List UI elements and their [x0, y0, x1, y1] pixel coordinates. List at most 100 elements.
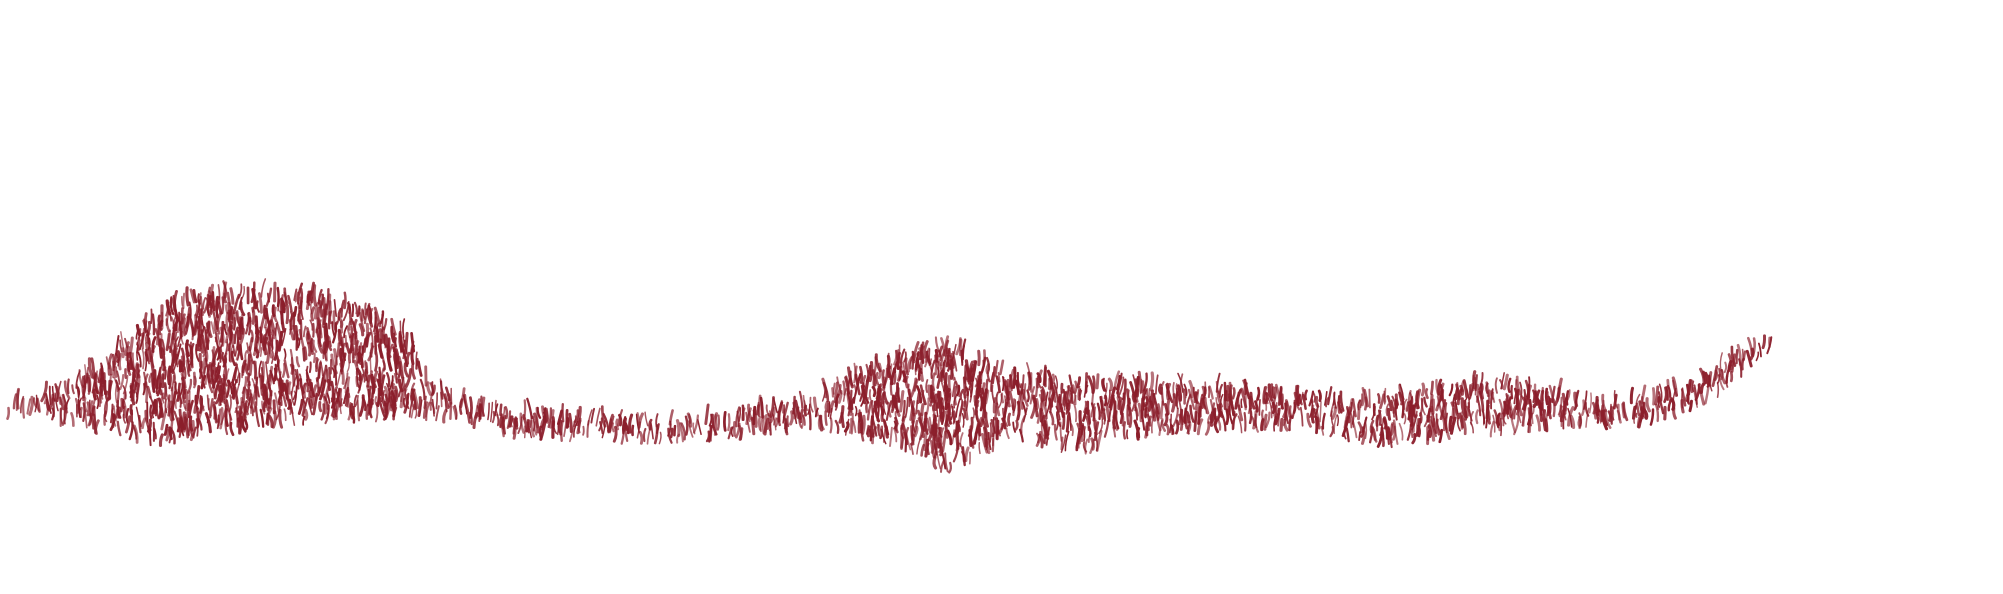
brush-stroke-2043	[1134, 406, 1138, 421]
brush-stroke-2246	[1299, 406, 1304, 427]
brush-stroke-1033	[369, 345, 375, 358]
brush-stroke-121	[115, 379, 120, 391]
brush-stroke-2635	[1672, 407, 1677, 420]
brush-stroke-1819	[990, 371, 994, 393]
brush-stroke-261	[164, 369, 167, 380]
brush-stroke-1117	[390, 317, 397, 336]
brush-stroke-2615	[1642, 408, 1649, 420]
brush-stroke-1758	[965, 386, 970, 397]
brush-stroke-2344	[1401, 400, 1405, 419]
brush-stroke-1365	[752, 409, 758, 428]
brush-stroke-1038	[368, 307, 374, 319]
brush-stroke-2516	[1528, 398, 1533, 422]
brush-stroke-2142	[1204, 421, 1211, 436]
brush-stroke-1195	[447, 393, 452, 408]
brush-stroke-2130	[1196, 418, 1204, 436]
brush-stroke-1204	[466, 410, 471, 424]
brush-stroke-2656	[1701, 370, 1708, 385]
brush-stroke-900	[324, 341, 329, 362]
brush-stroke-990	[352, 320, 358, 338]
brush-stroke-2648	[1691, 380, 1695, 393]
brush-stroke-963	[346, 362, 350, 373]
brush-stroke-2258	[1314, 395, 1320, 408]
brush-stroke-1869	[1014, 379, 1021, 396]
brush-stroke-2245	[1299, 394, 1303, 406]
brush-stroke-2293	[1358, 431, 1362, 442]
brush-stroke-739	[274, 392, 280, 413]
brush-stroke-2144	[1207, 414, 1212, 424]
brush-stroke-607	[241, 360, 247, 376]
brush-stroke-1140	[402, 318, 406, 338]
brush-stroke-1837	[997, 425, 1001, 437]
ink-strokes	[6, 278, 1773, 474]
brush-stroke-1695	[938, 390, 945, 410]
brush-stroke-2119	[1184, 414, 1189, 430]
brush-stroke-1674	[937, 361, 940, 379]
brush-stroke-1439	[842, 380, 846, 396]
brush-stroke-1370	[759, 418, 763, 433]
brush-stroke-1338	[705, 430, 711, 443]
brush-stroke-2583	[1597, 409, 1603, 423]
brush-stroke-144	[124, 415, 132, 434]
brush-stroke-2608	[1636, 412, 1642, 428]
brush-stroke-2569	[1578, 412, 1583, 427]
brush-stroke-2703	[952, 442, 960, 463]
brush-stroke-2447	[1475, 409, 1479, 425]
brush-stroke-2482	[1503, 415, 1507, 425]
brush-stroke-707	[266, 292, 271, 303]
brush-stroke-1659	[933, 393, 938, 411]
brush-stroke-543	[228, 394, 232, 412]
brush-stroke-532	[223, 358, 228, 381]
brush-stroke-803	[296, 368, 300, 382]
brush-stroke-552	[227, 291, 232, 308]
brush-stroke-1970	[1082, 422, 1086, 443]
brush-stroke-2192	[1248, 408, 1253, 425]
brush-stroke-2298	[1361, 429, 1366, 445]
brush-stroke-894	[325, 404, 330, 420]
brush-stroke-2074	[1149, 400, 1155, 419]
brush-stroke-1280	[577, 419, 582, 434]
brush-stroke-1436	[836, 376, 843, 395]
brush-stroke-2638	[1680, 399, 1685, 414]
brush-stroke-2349	[1406, 423, 1412, 441]
brush-stroke-1949	[1067, 399, 1071, 412]
brush-stroke-2682	[1738, 358, 1743, 378]
brush-stroke-685	[261, 400, 266, 415]
brush-stroke-2316	[1378, 393, 1386, 410]
brush-stroke-251	[157, 397, 164, 418]
brush-stroke-938	[335, 388, 341, 408]
brush-stroke-419	[198, 313, 203, 325]
brush-stroke-1312	[642, 427, 647, 443]
brush-stroke-1239	[522, 414, 529, 433]
brush-stroke-2267	[1327, 386, 1333, 406]
brush-stroke-375	[185, 353, 191, 371]
brush-stroke-1961	[1076, 376, 1082, 389]
brush-stroke-876	[316, 317, 323, 339]
brush-stroke-559	[229, 287, 235, 305]
brush-stroke-1214	[487, 402, 490, 421]
brush-stroke-127	[118, 352, 123, 371]
brush-stroke-2199	[1256, 386, 1261, 401]
brush-stroke-1005	[358, 373, 362, 391]
brush-stroke-2674	[1725, 375, 1729, 388]
brush-stroke-2162	[1216, 390, 1224, 408]
brush-stroke-877	[318, 299, 324, 318]
brush-stroke-1007	[356, 352, 362, 365]
brush-stroke-513	[219, 326, 225, 347]
brush-stroke-1173	[422, 401, 429, 419]
brush-stroke-731	[275, 368, 279, 381]
brush-stroke-1018	[362, 309, 366, 321]
brush-stroke-1574	[904, 396, 909, 418]
brush-stroke-1880	[1022, 388, 1029, 407]
brush-stroke-12	[40, 380, 48, 403]
brush-stroke-1305	[628, 413, 634, 434]
brush-stroke-1626	[922, 340, 929, 359]
brush-stroke-1817	[986, 369, 991, 383]
brush-stroke-1560	[896, 382, 901, 403]
brush-stroke-142	[125, 407, 130, 424]
brush-stroke-2131	[1193, 391, 1199, 405]
brush-stroke-1347	[727, 413, 731, 432]
brush-stroke-2067	[1145, 388, 1152, 403]
brush-stroke-2636	[1672, 379, 1678, 397]
brush-stroke-851	[309, 395, 314, 409]
